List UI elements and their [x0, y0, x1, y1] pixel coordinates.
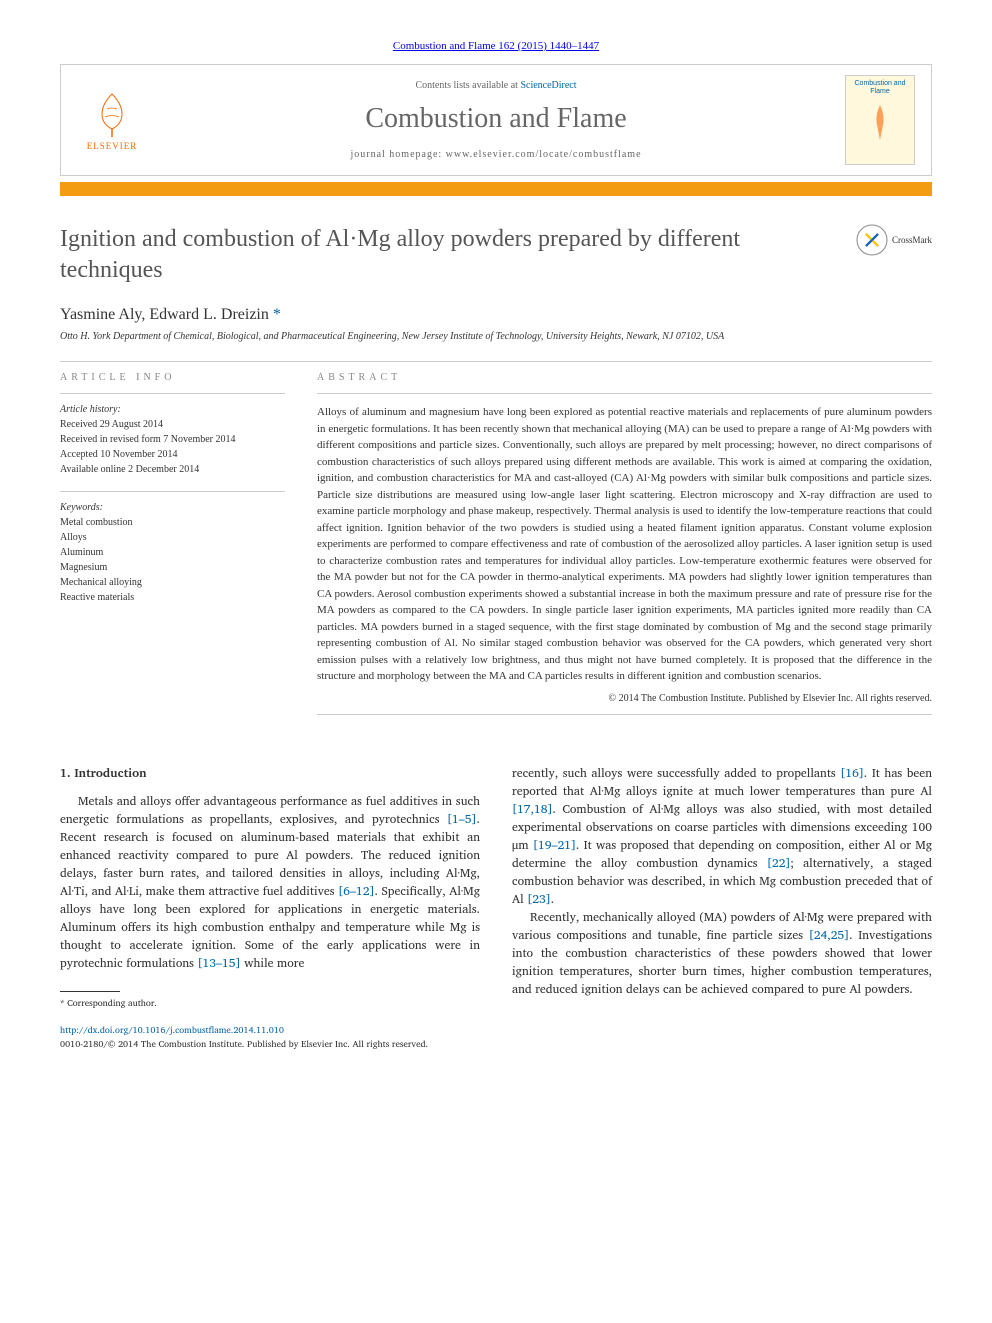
keyword: Aluminum [60, 545, 285, 560]
publisher-name: ELSEVIER [87, 141, 138, 151]
body-columns: 1. Introduction Metals and alloys offer … [60, 765, 932, 1051]
doi-block: http://dx.doi.org/10.1016/j.combustflame… [60, 1023, 480, 1050]
ref-16[interactable]: [16] [840, 764, 864, 783]
authors-names: Yasmine Aly, Edward L. Dreizin [60, 306, 269, 323]
meta-abstract-row: ARTICLE INFO Article history: Received 2… [60, 372, 932, 725]
crossmark-label: CrossMark [892, 235, 932, 245]
abstract-heading: ABSTRACT [317, 372, 932, 383]
crossmark-icon [856, 224, 888, 256]
cover-title: Combustion and Flame [850, 80, 910, 95]
ref-19-21[interactable]: [19–21] [533, 836, 576, 855]
corresponding-author-footnote: * Corresponding author. [60, 996, 480, 1010]
keyword: Magnesium [60, 560, 285, 575]
ref-24-25[interactable]: [24,25] [809, 926, 850, 945]
journal-name: Combustion and Flame [147, 103, 845, 135]
footnote-separator [60, 991, 120, 992]
ref-22[interactable]: [22] [767, 854, 791, 873]
article-info-heading: ARTICLE INFO [60, 372, 285, 383]
affiliation: Otto H. York Department of Chemical, Bio… [60, 330, 932, 343]
section-1-heading: 1. Introduction [60, 765, 480, 783]
article-history: Article history: Received 29 August 2014… [60, 404, 285, 477]
contents-prefix: Contents lists available at [415, 80, 520, 91]
keyword: Alloys [60, 530, 285, 545]
abstract-divider [317, 393, 932, 394]
homepage-line: journal homepage: www.elsevier.com/locat… [147, 149, 845, 160]
sciencedirect-link[interactable]: ScienceDirect [520, 80, 576, 91]
keywords-section: Keywords: Metal combustion Alloys Alumin… [60, 502, 285, 605]
elsevier-tree-icon [87, 89, 137, 139]
body-column-left: 1. Introduction Metals and alloys offer … [60, 765, 480, 1051]
orange-divider-bar [60, 182, 932, 196]
ref-23[interactable]: [23] [527, 890, 551, 909]
divider-top [60, 361, 932, 362]
keyword: Reactive materials [60, 590, 285, 605]
article-title: Ignition and combustion of Al·Mg alloy p… [60, 224, 836, 286]
crossmark-badge[interactable]: CrossMark [856, 224, 932, 256]
ref-13-15[interactable]: [13–15] [197, 954, 240, 973]
authors-line: Yasmine Aly, Edward L. Dreizin * [60, 306, 932, 324]
journal-cover-thumbnail[interactable]: Combustion and Flame [845, 75, 915, 165]
intro-paragraph-1: Metals and alloys offer advantageous per… [60, 793, 480, 973]
title-row: Ignition and combustion of Al·Mg alloy p… [60, 224, 932, 286]
contents-available-line: Contents lists available at ScienceDirec… [147, 80, 845, 91]
citation-line: Combustion and Flame 162 (2015) 1440–144… [60, 40, 932, 52]
keyword: Mechanical alloying [60, 575, 285, 590]
keyword: Metal combustion [60, 515, 285, 530]
abstract-column: ABSTRACT Alloys of aluminum and magnesiu… [317, 372, 932, 725]
citation-link[interactable]: Combustion and Flame 162 (2015) 1440–144… [393, 40, 599, 52]
keywords-label: Keywords: [60, 502, 285, 513]
ref-6-12[interactable]: [6–12] [338, 882, 374, 901]
keywords-divider [60, 491, 285, 492]
history-received: Received 29 August 2014 [60, 417, 285, 432]
article-info-column: ARTICLE INFO Article history: Received 2… [60, 372, 285, 725]
footnote-text: Corresponding author. [67, 995, 157, 1010]
abstract-copyright: © 2014 The Combustion Institute. Publish… [317, 693, 932, 704]
body-column-right: recently, such alloys were successfully … [512, 765, 932, 1051]
ref-17-18[interactable]: [17,18] [512, 800, 553, 819]
homepage-prefix: journal homepage: [350, 149, 445, 160]
abstract-text: Alloys of aluminum and magnesium have lo… [317, 404, 932, 685]
issn-copyright: 0010-2180/© 2014 The Combustion Institut… [60, 1036, 428, 1051]
publisher-logo[interactable]: ELSEVIER [77, 80, 147, 160]
history-accepted: Accepted 10 November 2014 [60, 447, 285, 462]
info-divider [60, 393, 285, 394]
corresponding-author-marker[interactable]: * [273, 306, 281, 323]
footnote-marker: * [60, 995, 65, 1010]
history-online: Available online 2 December 2014 [60, 462, 285, 477]
ref-1-5[interactable]: [1–5] [447, 810, 477, 829]
homepage-url[interactable]: www.elsevier.com/locate/combustflame [446, 149, 642, 160]
cover-flame-icon [855, 95, 905, 145]
abstract-bottom-divider [317, 714, 932, 715]
header-center: Contents lists available at ScienceDirec… [147, 80, 845, 160]
page-container: Combustion and Flame 162 (2015) 1440–144… [0, 0, 992, 1090]
intro-paragraph-1-cont: recently, such alloys were successfully … [512, 765, 932, 909]
history-label: Article history: [60, 404, 285, 415]
journal-header: ELSEVIER Contents lists available at Sci… [60, 64, 932, 176]
intro-paragraph-2: Recently, mechanically alloyed (MA) powd… [512, 909, 932, 999]
history-revised: Received in revised form 7 November 2014 [60, 432, 285, 447]
